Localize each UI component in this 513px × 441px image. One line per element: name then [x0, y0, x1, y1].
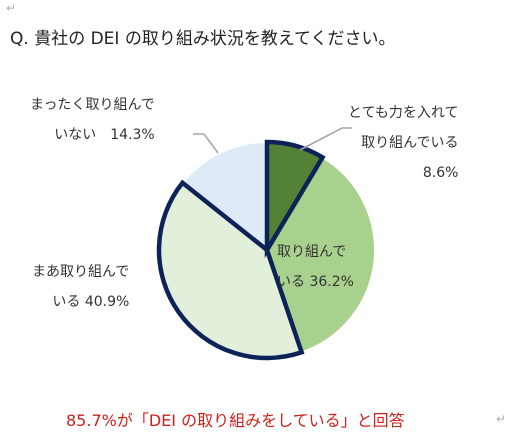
label-somewhat-committed-line-1: まあ取り組んで [32, 264, 130, 280]
label-committed-line-2: いる 36.2% [277, 274, 354, 290]
label-somewhat-committed: まあ取り組んで いる 40.9% [32, 257, 129, 317]
label-somewhat-committed-line-2: いる 40.9% [52, 294, 130, 310]
label-committed-line-1: 取り組んで [277, 244, 347, 260]
slice-very-committed-outline [264, 139, 326, 259]
return-mark-end: ↵ [496, 412, 507, 426]
label-not-committed: まったく取り組んで いない 14.3% [30, 90, 155, 150]
return-mark: ↵ [6, 1, 17, 15]
label-very-committed-value: 8.6% [422, 165, 459, 181]
slice-not-committed [181, 140, 268, 253]
label-very-committed-line-2: 取り組んでいる [361, 135, 459, 151]
slice-somewhat-committed-outline [156, 179, 305, 361]
question-title: Q. 貴社の DEI の取り組み状況を教えてください。 [10, 29, 396, 49]
label-not-committed-line-1: まったく取り組んで [30, 97, 155, 113]
label-very-committed: とても力を入れて 取り組んでいる 8.6% [348, 98, 458, 188]
label-very-committed-line-1: とても力を入れて [348, 105, 459, 121]
leader-not-committed [193, 133, 219, 154]
label-not-committed-line-2: いない 14.3% [54, 127, 155, 143]
summary-note: 85.7%が「DEI の取り組みをしている」と回答 [66, 411, 405, 430]
label-committed: 取り組んで いる 36.2% [277, 237, 354, 297]
leader-very-committed [299, 127, 352, 151]
